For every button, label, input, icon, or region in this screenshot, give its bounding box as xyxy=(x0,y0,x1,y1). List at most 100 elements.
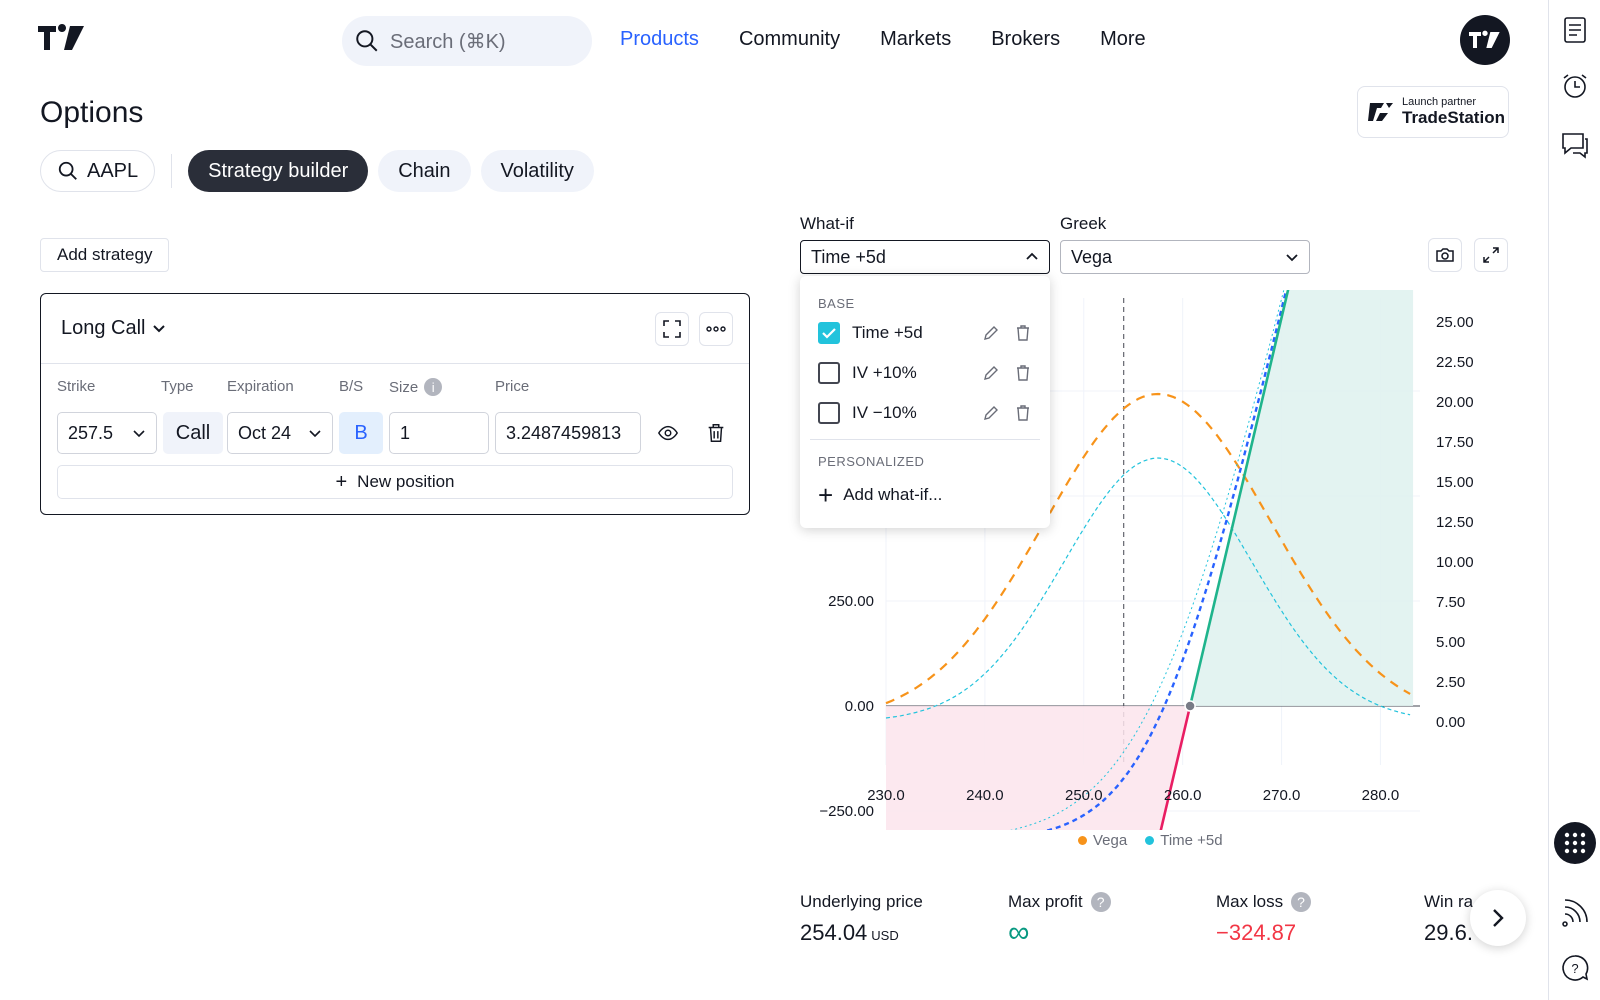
symbol-label: AAPL xyxy=(87,159,139,182)
pencil-icon[interactable] xyxy=(982,404,1000,422)
chat-icon[interactable] xyxy=(1559,128,1591,160)
expand-button[interactable] xyxy=(1474,238,1508,272)
payoff-profit-segment[interactable] xyxy=(1188,290,1413,707)
stat-win-rate: Win ra 29.6. xyxy=(1424,892,1474,946)
ellipsis-icon xyxy=(706,326,726,332)
legend-dot xyxy=(1145,836,1155,845)
y-right-tick-label: 15.00 xyxy=(1436,474,1474,491)
type-toggle[interactable]: Call xyxy=(163,412,223,454)
breakeven-point[interactable] xyxy=(1184,700,1196,712)
option-label: IV +10% xyxy=(852,363,917,382)
stat-max-profit: Max profit? ∞ xyxy=(1008,892,1111,949)
greek-select[interactable]: Vega xyxy=(1060,240,1310,274)
strategy-name: Long Call xyxy=(61,317,146,339)
strategy-header: Long Call xyxy=(41,294,749,364)
greek-label: Greek xyxy=(1060,214,1107,233)
pencil-icon[interactable] xyxy=(982,364,1000,382)
search-placeholder: Search (⌘K) xyxy=(390,30,506,53)
buy-sell-toggle[interactable]: B xyxy=(339,412,383,454)
strike-select[interactable]: 257.5 xyxy=(57,412,157,454)
tab-strategy-builder[interactable]: Strategy builder xyxy=(188,150,369,192)
page-title: Options xyxy=(40,96,144,129)
right-toolbar: ? xyxy=(1548,0,1600,1000)
more-options-button[interactable] xyxy=(699,312,733,346)
y-right-tick-label: 7.50 xyxy=(1436,594,1465,611)
symbol-search-button[interactable]: AAPL xyxy=(40,150,156,192)
help-icon[interactable]: ? xyxy=(1090,892,1111,912)
nav-brokers[interactable]: Brokers xyxy=(991,28,1061,50)
greek-value: Vega xyxy=(1071,246,1113,267)
checkmark-icon xyxy=(822,328,836,339)
tab-separator xyxy=(171,154,173,188)
whatif-option-iv-down[interactable]: IV −10% xyxy=(818,400,1032,426)
user-avatar[interactable] xyxy=(1460,15,1510,65)
nav-more[interactable]: More xyxy=(1100,28,1146,50)
alarm-clock-icon[interactable] xyxy=(1559,70,1591,102)
checkbox[interactable] xyxy=(818,362,840,384)
strategy-name-dropdown[interactable]: Long Call xyxy=(61,317,166,340)
fullscreen-icon xyxy=(663,320,681,338)
option-label: Time +5d xyxy=(852,323,923,342)
tab-chain[interactable]: Chain xyxy=(378,150,471,192)
vega-series-line[interactable] xyxy=(885,392,1411,705)
stat-label: Max loss? xyxy=(1216,892,1312,912)
trash-icon[interactable] xyxy=(1014,364,1032,382)
chevron-down-icon xyxy=(133,430,145,438)
next-stats-button[interactable] xyxy=(1470,890,1526,946)
apps-grid-button[interactable] xyxy=(1554,822,1596,864)
search-input[interactable]: Search (⌘K) xyxy=(342,16,592,66)
x-tick-label: 260.0 xyxy=(1164,787,1202,804)
whatif-option-iv-up[interactable]: IV +10% xyxy=(818,360,1032,386)
whatif-select[interactable]: Time +5d xyxy=(800,240,1050,274)
info-icon[interactable]: i xyxy=(424,378,443,396)
chevron-down-icon xyxy=(309,430,321,438)
checkbox[interactable] xyxy=(818,402,840,424)
add-whatif-button[interactable]: + Add what-if... xyxy=(818,482,1032,508)
time-plus-5d-payoff-line[interactable] xyxy=(886,290,1410,830)
watchlist-icon[interactable] xyxy=(1559,14,1591,46)
launch-partner-badge[interactable]: Launch partner TradeStation xyxy=(1357,86,1509,138)
expiration-select[interactable]: Oct 24 xyxy=(227,412,333,454)
legend-item-time[interactable]: Time +5d xyxy=(1145,832,1223,849)
col-price: Price xyxy=(495,378,530,395)
new-position-button[interactable]: + New position xyxy=(57,465,733,499)
legend-item-vega[interactable]: Vega xyxy=(1078,832,1127,849)
expand-icon xyxy=(1483,247,1499,263)
search-icon xyxy=(58,161,77,180)
chart-legend: Vega Time +5d xyxy=(1078,832,1223,849)
fullscreen-button[interactable] xyxy=(655,312,689,346)
pencil-icon[interactable] xyxy=(982,324,1000,342)
underlying-value: 254.04 xyxy=(800,920,868,945)
tab-volatility[interactable]: Volatility xyxy=(480,150,594,192)
eye-icon[interactable] xyxy=(657,422,679,444)
stat-underlying-price: Underlying price 254.04 USD xyxy=(800,892,923,946)
y-right-tick-label: 20.00 xyxy=(1436,394,1474,411)
y-left-tick-label: 250.00 xyxy=(828,593,874,610)
dropdown-divider xyxy=(810,439,1040,440)
checkbox-checked[interactable] xyxy=(818,322,840,344)
base-section-label: BASE xyxy=(818,296,855,311)
help-icon[interactable]: ? xyxy=(1559,952,1591,984)
trash-icon[interactable] xyxy=(1014,324,1032,342)
screenshot-button[interactable] xyxy=(1428,238,1462,272)
signal-feed-icon[interactable] xyxy=(1559,896,1591,928)
tradingview-logo[interactable] xyxy=(38,24,86,52)
max-profit-value: ∞ xyxy=(1008,916,1030,949)
nav-markets[interactable]: Markets xyxy=(880,28,952,50)
trash-icon[interactable] xyxy=(705,422,727,444)
nav-products[interactable]: Products xyxy=(620,28,699,50)
y-right-tick-label: 12.50 xyxy=(1436,514,1474,531)
size-input[interactable]: 1 xyxy=(389,412,489,454)
x-tick-label: 230.0 xyxy=(867,787,905,804)
y-right-tick-label: 5.00 xyxy=(1436,634,1465,651)
nav-community[interactable]: Community xyxy=(738,28,841,50)
trash-icon[interactable] xyxy=(1014,404,1032,422)
payoff-loss-segment[interactable] xyxy=(886,705,1192,830)
x-tick-label: 250.0 xyxy=(1065,787,1103,804)
add-strategy-button[interactable]: Add strategy xyxy=(40,238,170,272)
whatif-option-time[interactable]: Time +5d xyxy=(818,320,1032,346)
help-icon[interactable]: ? xyxy=(1291,892,1312,912)
price-input[interactable]: 3.2487459813 xyxy=(495,412,641,454)
plus-icon: + xyxy=(818,480,834,510)
personalized-section-label: PERSONALIZED xyxy=(818,454,925,469)
